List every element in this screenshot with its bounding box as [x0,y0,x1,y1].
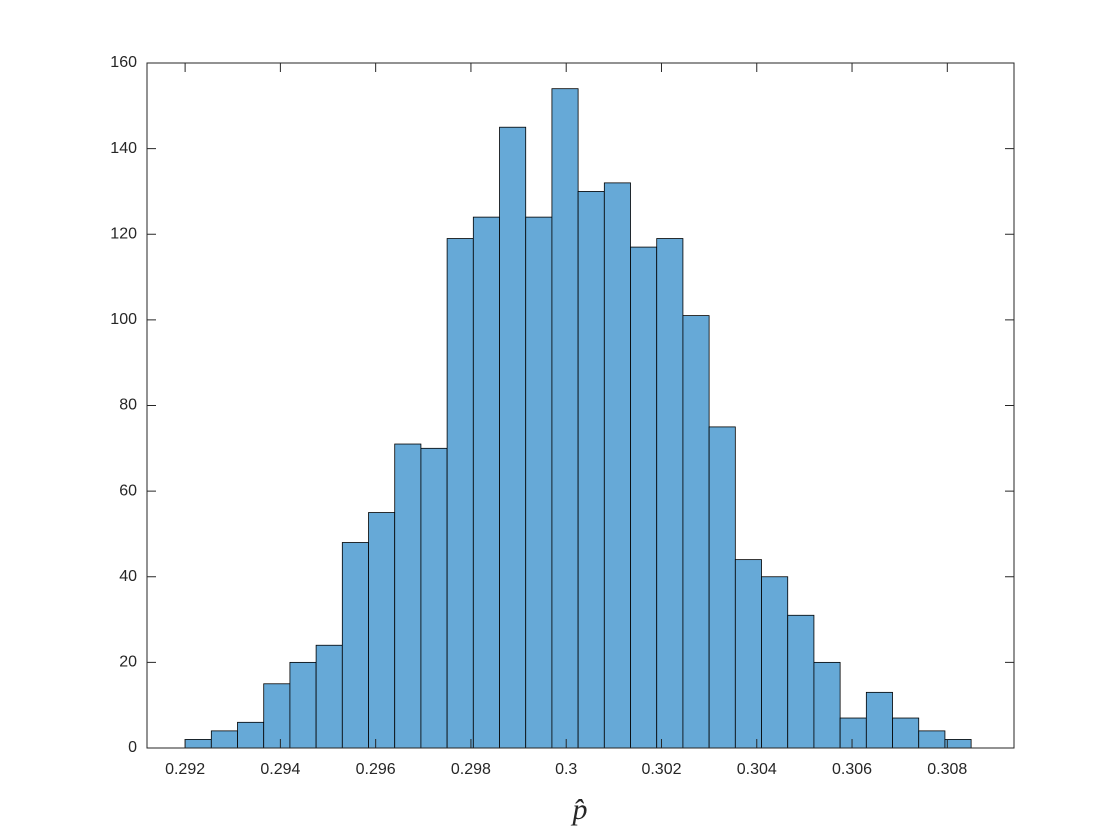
x-tick-label: 0.298 [451,761,491,778]
bar [656,238,684,749]
y-tick-label: 80 [119,397,137,414]
bar [761,576,789,749]
bar [813,661,841,749]
x-tick-label: 0.292 [165,761,205,778]
bar [184,739,212,749]
bar [499,126,527,749]
bar [237,721,265,749]
y-tick-label: 120 [110,225,137,242]
bar [865,691,893,749]
y-tick-label: 60 [119,482,137,499]
bar [210,730,238,749]
bar [315,644,343,749]
bar [839,717,867,749]
x-tick-label: 0.308 [927,761,967,778]
bar [341,542,369,749]
bar [577,191,605,749]
x-tick-label: 0.294 [260,761,300,778]
bar [682,315,710,749]
bar [446,238,474,749]
x-axis-label: p̂ [571,793,588,826]
bar [787,614,815,749]
bar [551,88,579,749]
y-tick-label: 100 [110,311,137,328]
y-tick-label: 0 [128,739,137,756]
bar [892,717,920,749]
x-tick-label: 0.304 [737,761,777,778]
bar [603,182,631,749]
bar [263,683,291,749]
bar [420,447,448,749]
bar [368,512,396,749]
bar [525,216,553,749]
y-tick-label: 20 [119,654,137,671]
y-tick-label: 40 [119,568,137,585]
x-tick-label: 0.306 [832,761,872,778]
y-tick-label: 160 [110,54,137,71]
bar [289,661,317,749]
bar [394,443,422,749]
x-tick-label: 0.296 [356,761,396,778]
y-tick-label: 140 [110,140,137,157]
bar [630,246,658,749]
bar [944,739,972,749]
bar [708,426,736,749]
x-tick-label: 0.302 [641,761,681,778]
bar [918,730,946,749]
bar [472,216,500,749]
x-tick-label: 0.3 [555,761,577,778]
bar [734,559,762,749]
